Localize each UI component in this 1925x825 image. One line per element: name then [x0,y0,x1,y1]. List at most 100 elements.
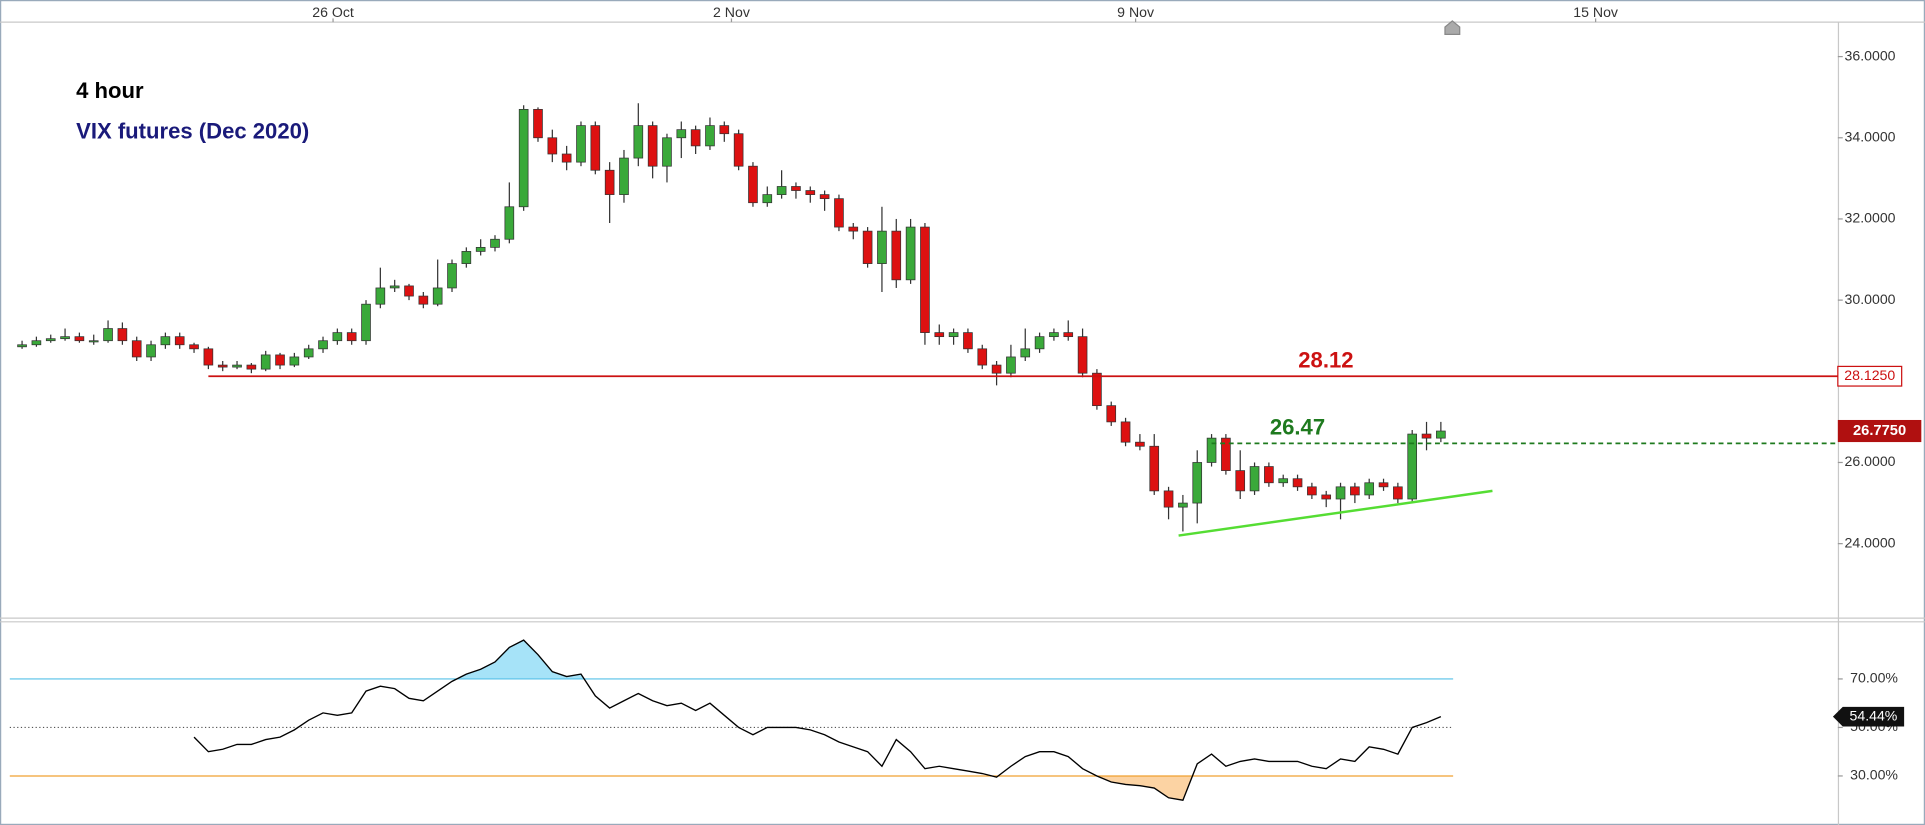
candle-body [45,338,56,342]
y-tick-label: 30.00% [1850,767,1898,783]
candle-body [1006,356,1016,374]
y-tick-label: 26.0000 [1845,453,1896,469]
candle-body [1436,430,1446,439]
candle-body [1034,336,1045,350]
candle-body [17,344,27,348]
candle-body [1307,486,1317,496]
y-tick-label: 24.0000 [1845,534,1896,550]
candle-body [504,206,515,240]
candle-body [318,340,328,350]
candle-body [418,295,429,305]
candle-body [131,340,142,358]
candle-body [1149,445,1160,492]
candle-body [346,332,357,342]
candle-body [260,354,271,370]
candle-body [977,348,988,366]
candle-body [805,190,816,195]
candle-body [1163,490,1174,508]
candle-body [819,194,830,200]
candle-body [690,129,701,147]
candle-body [1364,482,1375,496]
marker-icon[interactable] [1444,20,1461,35]
candle-body [762,194,773,204]
y-tick-label: 32.0000 [1845,210,1896,226]
candle-body [217,364,228,368]
candle-body [619,157,629,195]
candle-body [60,336,70,340]
candle-body [1192,462,1203,504]
trendline [1178,489,1493,537]
candle-body [633,125,644,159]
candle-body [432,287,443,305]
candle-body [1020,348,1031,358]
rsi-last-label: 54.44% [1850,707,1898,723]
candle-body [88,340,99,343]
candle-body [1421,433,1432,439]
candle-body [934,332,945,338]
candle-body [576,125,586,163]
candle-body [1178,502,1188,508]
candle-body [1235,470,1246,492]
level-label: 26.47 [1270,414,1325,439]
candle-body [1378,482,1389,488]
candle-body [74,336,85,342]
candle-body [877,230,887,264]
candle-body [920,226,930,333]
candle-body [1135,441,1145,447]
candle-body [1264,466,1274,484]
axis-tag-label: 28.1250 [1844,367,1895,383]
candle-body [1063,332,1074,338]
last-price-label: 26.7750 [1853,423,1906,439]
candle-body [791,186,801,191]
candle-body [404,285,414,297]
candle-body [1049,332,1059,338]
y-tick-label: 36.0000 [1845,47,1896,63]
candle-body [1350,486,1360,496]
chart-subtitle: VIX futures (Dec 2020) [76,118,309,143]
candle-body [948,332,959,338]
candle-body [447,263,457,289]
candle-body [963,332,973,350]
candle-body [547,137,558,155]
candle-body [733,133,744,167]
candle-body [146,344,156,358]
candle-body [1077,336,1088,374]
level-label-bg [1260,416,1335,439]
candle-body [1278,478,1289,484]
candle-body [1120,421,1131,443]
candle-body [461,251,472,264]
candle-body [905,226,916,281]
oversold-fill [194,775,1441,801]
candle-body [705,125,715,147]
y-tick-label: 30.0000 [1845,291,1896,307]
axis-tag [1837,365,1903,387]
candle-body [1335,486,1346,500]
candle-body [1092,372,1102,407]
x-tick-label: 9 Nov [1117,4,1154,20]
x-tick-label: 2 Nov [713,4,750,20]
candle-body [834,198,844,228]
candle-body [303,348,314,358]
candle-body [203,348,214,366]
level-label-bg [1289,349,1363,372]
candle-body [232,364,242,368]
y-tick-label: 34.0000 [1845,129,1896,145]
candle-body [991,364,1002,374]
candle-body [518,108,529,208]
candle-body [590,125,601,171]
candle-body [561,153,572,163]
candle-body [375,287,386,305]
candle-body [361,303,371,342]
candle-body [748,165,758,204]
candle-body [1221,437,1231,471]
candle-body [246,364,257,370]
rsi-line [193,639,1442,801]
candle-body [1407,433,1418,500]
candle-body [289,356,300,366]
candle-body [1292,478,1303,488]
rsi-last-tag [1832,706,1905,727]
y-tick-label: 70.00% [1850,670,1898,686]
candle-body [389,285,400,289]
